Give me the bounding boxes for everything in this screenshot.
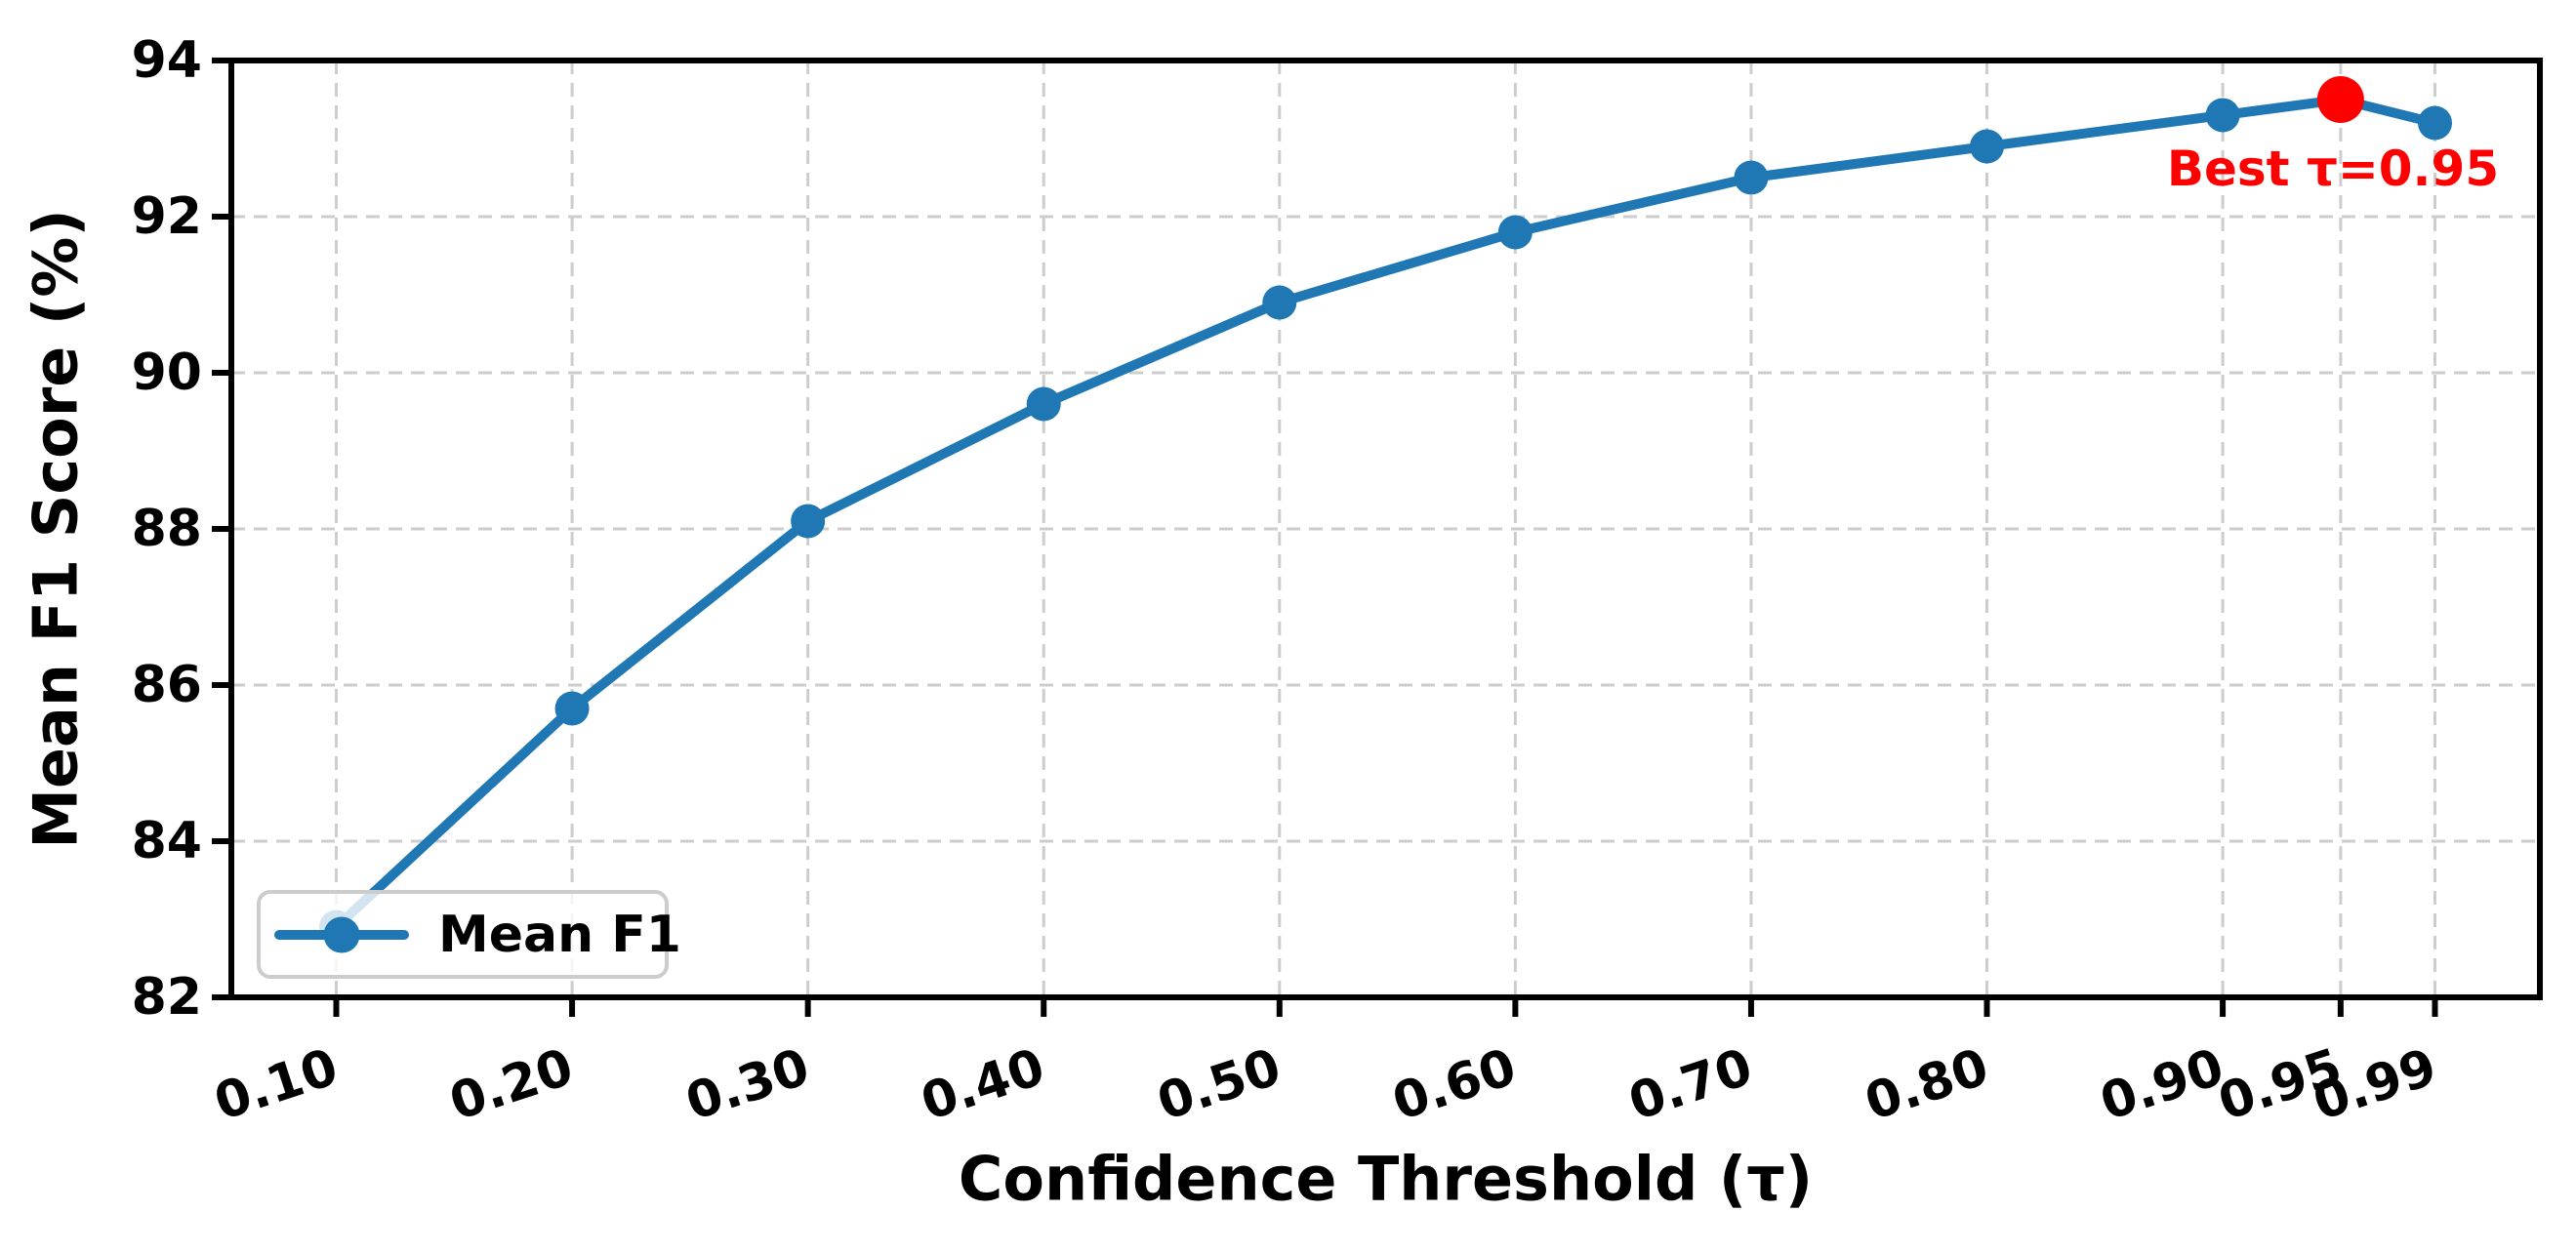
y-tick-label: 92 xyxy=(131,187,202,246)
y-tick-label: 84 xyxy=(131,812,202,870)
legend-box: Mean F1 xyxy=(257,890,681,979)
data-point-marker xyxy=(1262,285,1297,320)
data-point-marker xyxy=(2205,98,2240,133)
y-tick-label: 90 xyxy=(131,344,202,402)
best-threshold-annotation: Best τ=0.95 xyxy=(2166,141,2500,197)
axes-spines-and-ticks xyxy=(212,58,2543,1017)
data-point-marker xyxy=(1970,129,2005,164)
legend-series-label: Mean F1 xyxy=(438,905,681,964)
y-tick-label: 86 xyxy=(131,656,202,714)
data-point-marker xyxy=(1026,386,1061,422)
y-tick-label: 94 xyxy=(131,31,202,90)
legend-marker-icon xyxy=(323,916,360,952)
data-point-marker xyxy=(791,504,826,539)
y-tick-label: 82 xyxy=(131,968,202,1027)
y-tick-label: 88 xyxy=(131,500,202,558)
x-axis-label: Confidence Threshold (τ) xyxy=(958,1143,1814,1215)
data-point-marker xyxy=(2418,105,2452,141)
grid-lines xyxy=(231,59,2540,999)
best-point-marker xyxy=(2316,76,2364,123)
data-point-marker xyxy=(1734,160,1769,195)
data-point-marker xyxy=(1497,215,1533,250)
legend-line-sample xyxy=(274,916,409,952)
series-line-and-markers xyxy=(319,76,2452,945)
series-line xyxy=(331,95,2440,932)
data-point-marker xyxy=(554,691,590,726)
